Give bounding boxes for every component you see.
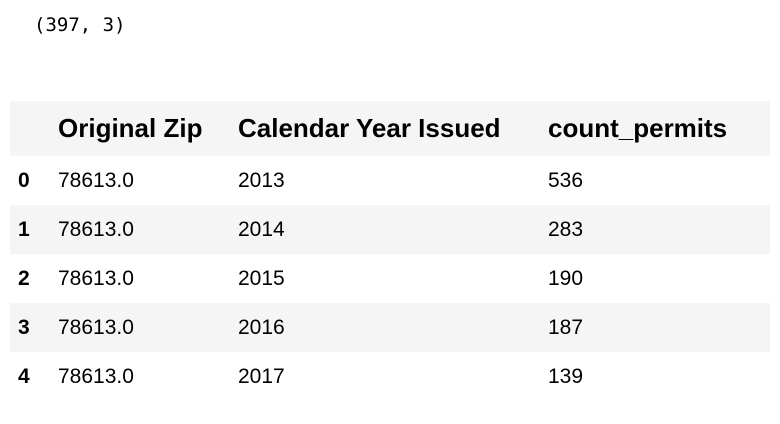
cell-original-zip: 78613.0 [58, 217, 134, 241]
cell-count-permits: 190 [548, 266, 584, 290]
row-index: 4 [18, 364, 30, 388]
cell-count-permits: 187 [548, 315, 584, 339]
cell-calendar-year-issued: 2013 [238, 168, 285, 192]
shape-output-text: (397, 3) [34, 14, 126, 36]
table-row: 0 78613.0 2013 536 [10, 156, 770, 205]
column-header-original-zip: Original Zip [58, 113, 203, 143]
row-index: 0 [18, 168, 30, 192]
index-column-header [10, 101, 50, 156]
table-row: 4 78613.0 2017 139 [10, 352, 770, 401]
cell-original-zip: 78613.0 [58, 315, 134, 339]
row-index: 3 [18, 315, 30, 339]
column-header-count-permits: count_permits [548, 113, 728, 143]
row-index: 2 [18, 266, 30, 290]
table-row: 3 78613.0 2016 187 [10, 303, 770, 352]
table-header-row: Original Zip Calendar Year Issued count_… [10, 101, 770, 156]
cell-count-permits: 139 [548, 364, 584, 388]
dataframe-output: Original Zip Calendar Year Issued count_… [10, 101, 770, 401]
cell-original-zip: 78613.0 [58, 266, 134, 290]
cell-count-permits: 283 [548, 217, 584, 241]
cell-calendar-year-issued: 2017 [238, 364, 285, 388]
cell-calendar-year-issued: 2015 [238, 266, 285, 290]
cell-calendar-year-issued: 2014 [238, 217, 285, 241]
cell-original-zip: 78613.0 [58, 364, 134, 388]
table-row: 2 78613.0 2015 190 [10, 254, 770, 303]
cell-original-zip: 78613.0 [58, 168, 134, 192]
dataframe-table: Original Zip Calendar Year Issued count_… [10, 101, 770, 401]
column-header-calendar-year-issued: Calendar Year Issued [238, 113, 501, 143]
cell-calendar-year-issued: 2016 [238, 315, 285, 339]
table-row: 1 78613.0 2014 283 [10, 205, 770, 254]
row-index: 1 [18, 217, 30, 241]
cell-count-permits: 536 [548, 168, 584, 192]
